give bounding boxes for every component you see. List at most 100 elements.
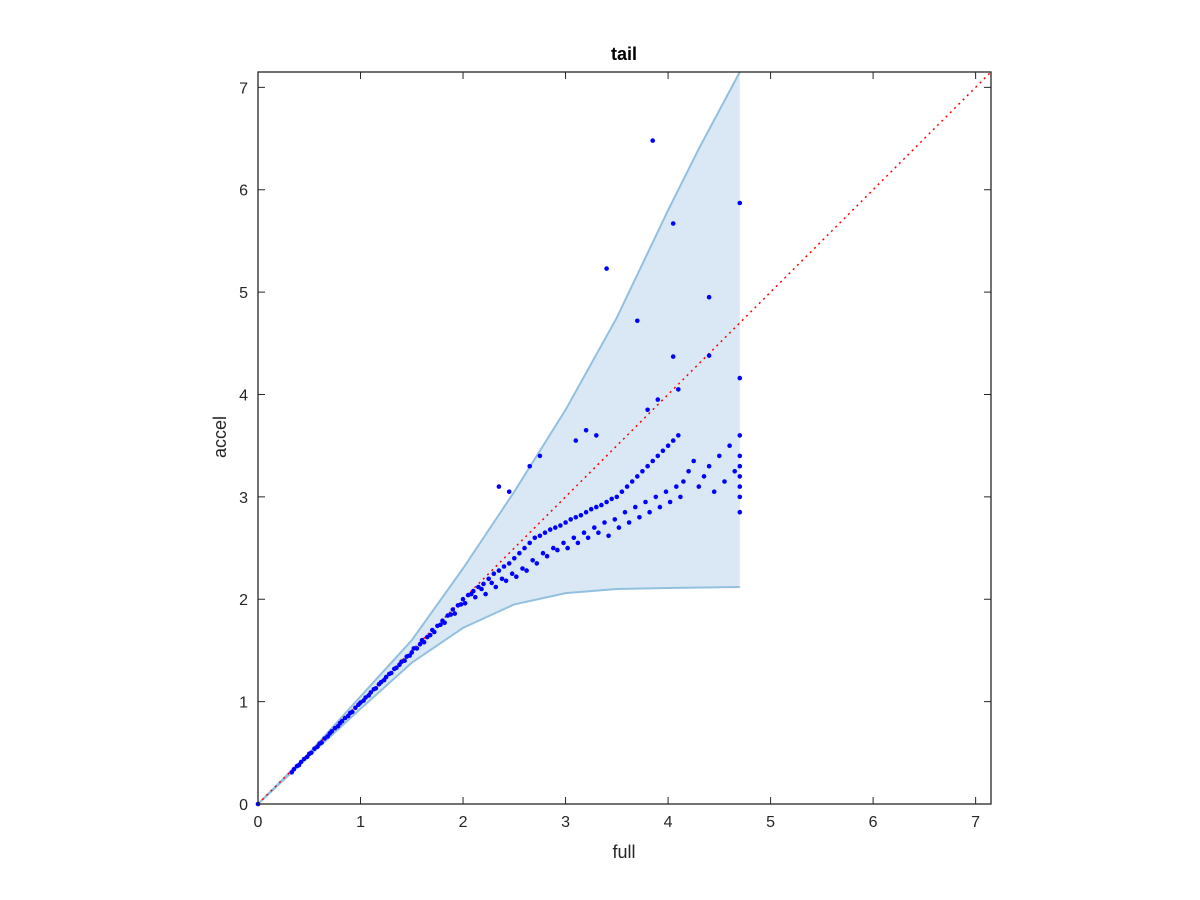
axes-box	[257, 71, 992, 805]
data-point	[626, 520, 632, 525]
data-point	[527, 463, 532, 469]
data-point	[319, 740, 324, 745]
data-point	[527, 540, 532, 546]
data-point	[670, 354, 676, 359]
confidence-band	[257, 71, 741, 805]
data-point	[499, 576, 505, 582]
data-point	[298, 759, 304, 765]
data-point	[542, 530, 548, 535]
data-point	[657, 504, 663, 510]
x-tick-label: 5	[766, 814, 775, 831]
data-point	[686, 469, 691, 474]
data-point	[537, 533, 543, 539]
data-point	[339, 718, 345, 724]
data-point	[596, 530, 601, 535]
data-point	[540, 550, 546, 556]
data-point	[394, 665, 399, 671]
data-point	[676, 387, 681, 392]
data-point	[727, 443, 732, 449]
data-point	[473, 594, 478, 600]
data-point	[606, 533, 611, 539]
data-point	[737, 509, 743, 515]
x-tick-label: 0	[254, 814, 263, 831]
x-tick-label: 6	[869, 814, 878, 831]
data-point	[585, 535, 591, 541]
data-point	[544, 553, 550, 559]
data-point	[493, 584, 499, 590]
y-tick-label: 7	[239, 80, 248, 97]
data-point	[309, 750, 314, 756]
data-point	[534, 561, 540, 566]
data-point	[676, 433, 681, 438]
data-point	[619, 489, 625, 495]
data-point	[701, 474, 707, 479]
data-point	[665, 443, 671, 449]
data-point	[650, 138, 655, 143]
data-point	[438, 622, 443, 628]
data-point	[503, 578, 509, 584]
chart-title: tail	[611, 44, 637, 64]
data-point	[462, 601, 468, 606]
data-point	[706, 353, 712, 358]
y-tick-label: 6	[239, 183, 248, 200]
data-point	[442, 620, 447, 626]
data-point	[573, 515, 579, 520]
data-point	[573, 438, 579, 443]
data-point	[678, 494, 683, 500]
data-point	[417, 642, 423, 647]
data-point	[481, 581, 486, 587]
data-point	[609, 496, 614, 502]
data-point	[581, 530, 587, 535]
data-point	[389, 670, 394, 676]
y-tick-label: 3	[239, 490, 248, 507]
data-point	[563, 520, 568, 525]
data-point	[660, 448, 666, 454]
y-axis-label: accel	[210, 416, 230, 458]
data-point	[491, 571, 497, 576]
reference-line	[257, 71, 992, 805]
data-point	[558, 523, 563, 528]
data-point	[553, 525, 558, 530]
x-tick-label: 3	[561, 814, 570, 831]
data-point	[501, 564, 507, 569]
data-point	[571, 535, 577, 541]
data-point	[622, 509, 628, 515]
data-point	[489, 580, 495, 586]
data-point	[737, 474, 743, 479]
data-point	[612, 517, 618, 522]
data-point	[483, 591, 488, 597]
data-point	[602, 520, 607, 525]
data-point	[506, 489, 512, 495]
data-point	[635, 318, 640, 324]
data-point	[414, 646, 420, 651]
data-point	[616, 525, 622, 530]
data-point	[460, 596, 466, 602]
data-point	[737, 433, 743, 438]
y-tick-label: 1	[239, 695, 248, 712]
data-point	[448, 612, 454, 617]
data-point	[471, 588, 476, 594]
data-point	[588, 506, 594, 512]
data-point	[291, 766, 297, 772]
axes: 0 1 2 3 4 5 6 7 0 1 2 3 4 5 6 7	[239, 71, 992, 831]
data-point	[711, 489, 717, 495]
data-point	[578, 513, 584, 518]
data-point	[737, 484, 743, 489]
data-point	[512, 556, 517, 561]
reference-line-y-equals-x	[257, 71, 992, 805]
data-point	[517, 550, 522, 556]
data-point	[402, 658, 407, 663]
data-point	[565, 545, 570, 551]
data-point	[670, 438, 676, 443]
data-point	[524, 568, 529, 573]
data-point	[568, 517, 573, 522]
data-point	[647, 509, 652, 515]
data-point	[650, 458, 655, 464]
data-point	[599, 502, 604, 508]
data-point	[530, 558, 535, 563]
data-point	[496, 568, 502, 573]
data-point	[706, 463, 712, 469]
data-point	[421, 639, 427, 645]
data-point	[522, 545, 527, 551]
